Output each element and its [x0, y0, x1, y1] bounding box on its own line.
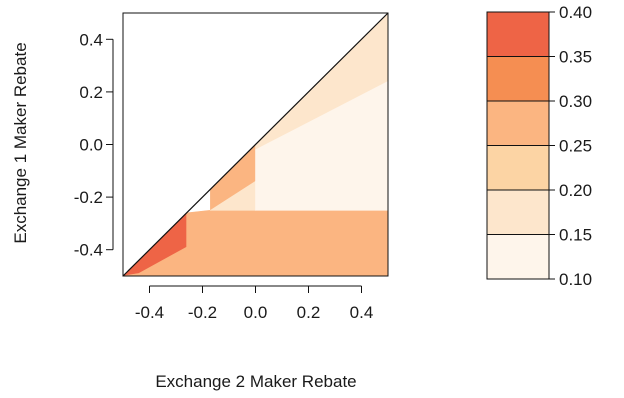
x-tick-label: -0.4: [135, 303, 164, 322]
legend-swatch: [486, 234, 550, 280]
legend-tick-label: 0.25: [559, 137, 592, 156]
y-tick-label: 0.2: [79, 83, 103, 102]
diagonal-line: [122, 12, 389, 277]
y-axis: 0.4 0.2 0.0 -0.2 -0.4: [74, 30, 114, 260]
legend-swatch: [486, 189, 550, 235]
y-tick-label: 0.0: [79, 136, 103, 155]
legend-tick-label: 0.35: [559, 48, 592, 67]
legend-swatch: [486, 145, 550, 191]
plot-frame: [122, 12, 389, 277]
legend-tick-label: 0.30: [559, 92, 592, 111]
x-tick-label: 0.4: [350, 303, 374, 322]
x-axis: -0.4 -0.2 0.0 0.2 0.4: [135, 285, 374, 322]
legend-tick-label: 0.20: [559, 181, 592, 200]
y-axis-title: Exchange 1 Maker Rebate: [11, 42, 30, 243]
legend-tick-label: 0.15: [559, 226, 592, 245]
legend-tick-label: 0.10: [559, 270, 592, 289]
legend-tick-label: 0.40: [559, 3, 592, 22]
x-axis-title: Exchange 2 Maker Rebate: [155, 372, 356, 391]
y-tick-label: -0.2: [74, 188, 103, 207]
x-tick-label: 0.2: [297, 303, 321, 322]
y-tick-label: 0.4: [79, 30, 103, 49]
x-tick-label: 0.0: [244, 303, 268, 322]
legend-swatch: [486, 11, 550, 57]
diagonal-line-layer: [122, 12, 389, 277]
color-legend: 0.10 0.15 0.20 0.25 0.30 0.35 0.40: [486, 3, 592, 289]
y-tick-label: -0.4: [74, 241, 103, 260]
x-tick-label: -0.2: [188, 303, 217, 322]
legend-swatch: [486, 100, 550, 146]
legend-swatch: [486, 56, 550, 102]
